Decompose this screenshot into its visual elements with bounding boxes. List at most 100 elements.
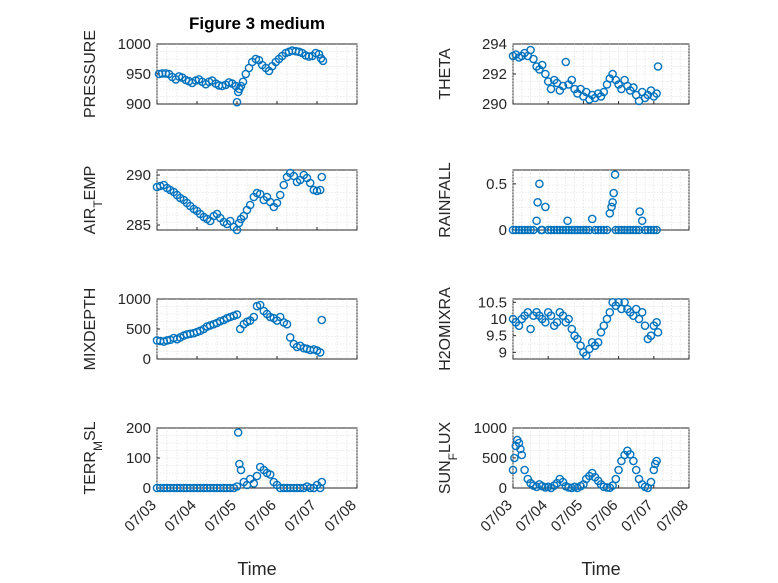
data-point [249, 312, 259, 322]
y-tick-label: 0 [499, 222, 507, 239]
data-point [611, 225, 621, 235]
data-point [252, 471, 262, 481]
data-point [625, 450, 635, 459]
data-point [567, 75, 577, 85]
data-point [315, 348, 325, 357]
data-point [535, 179, 544, 189]
subplot-8: 0 500 1000 SUNFLUX 07/0307/0407/0507/0607/07… [437, 420, 692, 579]
data-point [537, 60, 547, 70]
data-point [581, 225, 591, 235]
subplot-1: 900 950 1000 PRESSURE [82, 30, 358, 118]
data-point [564, 483, 573, 492]
x-tick-label: 07/08 [653, 497, 692, 536]
y-axis-label-1: PRESSURE [82, 30, 99, 118]
y-tick-label: 900 [126, 96, 151, 113]
data-point [555, 225, 565, 235]
data-point [249, 479, 259, 488]
data-point [520, 465, 529, 475]
data-point [629, 83, 638, 92]
data-point [517, 450, 527, 460]
data-point [517, 225, 527, 235]
data-point [314, 49, 324, 59]
data-point [546, 225, 556, 235]
data-point [546, 84, 556, 94]
data-point [234, 218, 244, 228]
data-point [238, 77, 248, 87]
x-tick-label: 07/04 [512, 497, 551, 536]
data-point [245, 200, 255, 210]
data-point [617, 225, 626, 235]
y-tick-label: 10 [490, 311, 507, 328]
data-point [573, 225, 582, 235]
data-point [508, 465, 518, 475]
data-point [304, 52, 314, 61]
y-tick-label: 290 [126, 167, 151, 184]
data-point [532, 216, 541, 226]
data-point [523, 225, 533, 235]
y-axis-label-2: THETA [437, 48, 454, 100]
data-point [637, 216, 647, 226]
data-point [605, 308, 615, 317]
y-tick-label: 950 [126, 66, 151, 83]
data-point [317, 172, 327, 182]
data-point [305, 483, 315, 493]
y-axis-label-4: RAINFALL [437, 162, 454, 238]
data-point [564, 225, 573, 235]
data-point [225, 216, 235, 226]
x-tick-label: 07/04 [161, 497, 200, 536]
data-point [599, 225, 609, 235]
data-point [579, 225, 588, 235]
data-point [232, 97, 242, 107]
y-axis-label-8: SUNFLUX [437, 422, 460, 495]
data-point [567, 225, 577, 235]
data-point [653, 62, 663, 71]
data-point [272, 198, 282, 208]
data-point [611, 474, 621, 484]
data-point [209, 483, 219, 493]
data-point [634, 314, 644, 324]
data-point [275, 190, 285, 200]
data-point [219, 483, 229, 493]
data-point [543, 77, 553, 86]
data-point [255, 300, 265, 310]
data-point [576, 225, 585, 235]
data-point [637, 308, 647, 317]
y-axis-label-7: TERRMSL [82, 421, 105, 494]
data-point [593, 338, 603, 347]
y-tick-label: 0.5 [486, 176, 507, 193]
data-point [640, 321, 650, 330]
data-point [541, 202, 550, 212]
data-point [652, 318, 661, 327]
data-point [526, 45, 535, 55]
data-point [623, 81, 632, 91]
data-point [558, 225, 568, 235]
data-point [563, 216, 572, 226]
y-tick-label: 500 [482, 450, 507, 467]
data-point [279, 180, 289, 190]
data-point [520, 225, 529, 235]
x-tick-label: 07/03 [121, 497, 160, 536]
data-point [611, 75, 621, 85]
data-point [199, 483, 209, 493]
y-tick-label: 100 [126, 450, 151, 467]
data-point [543, 225, 553, 235]
data-point [535, 65, 544, 74]
data-point [511, 225, 521, 235]
y-axis-label-6: H2OMIXRA [437, 287, 454, 371]
data-point [625, 225, 635, 235]
data-point [629, 456, 638, 466]
data-point [561, 225, 571, 235]
data-point [605, 74, 615, 83]
subplot-2: 290 292 294 THETA [437, 36, 690, 113]
data-point [552, 318, 562, 327]
data-point [573, 334, 582, 344]
data-point [189, 483, 199, 493]
data-point [265, 312, 275, 322]
data-point [549, 225, 559, 235]
data-point [232, 482, 242, 491]
data-point [599, 87, 609, 97]
data-point [537, 225, 547, 235]
y-tick-label: 10.5 [478, 294, 507, 311]
